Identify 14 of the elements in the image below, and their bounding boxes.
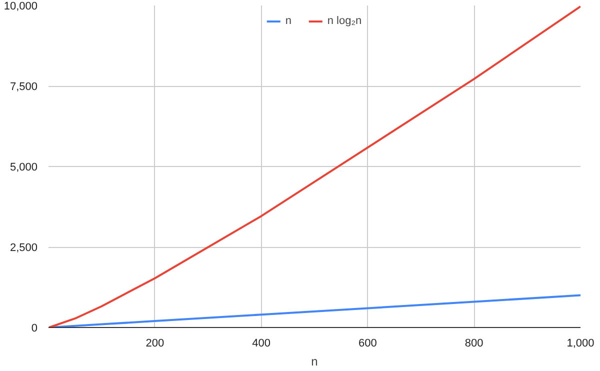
y-tick-label: 0: [31, 322, 38, 334]
y-tick-label: 5,000: [10, 162, 38, 174]
x-tick-label: 600: [358, 338, 377, 350]
y-tick-label: 10,000: [4, 0, 38, 12]
y-tick-label: 7,500: [10, 81, 38, 93]
x-tick-label: 200: [146, 338, 164, 350]
legend-label: n: [285, 15, 292, 27]
x-axis-title: n: [311, 354, 318, 368]
x-tick-label: 400: [252, 338, 270, 350]
line-series: [48, 6, 580, 328]
legend-label: n log₂n: [327, 15, 362, 27]
x-tick-label: 800: [464, 338, 484, 350]
x-tick-label: 1,000: [566, 338, 594, 350]
y-tick-label: 2,500: [10, 242, 38, 254]
